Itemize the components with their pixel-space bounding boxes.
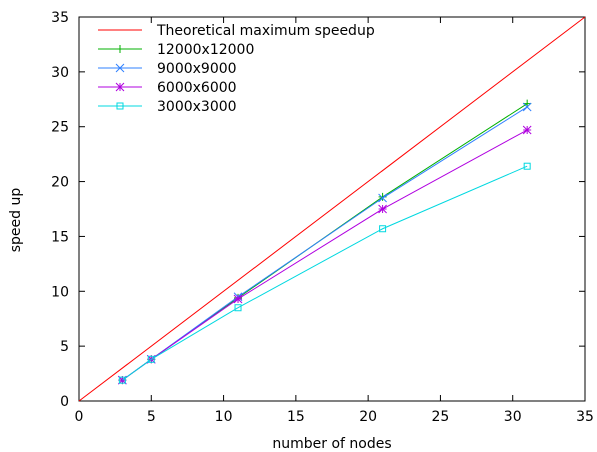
legend-label: 12000x12000 xyxy=(157,42,254,58)
series-line xyxy=(122,129,528,381)
plot-border xyxy=(78,16,586,402)
y-tick-label: 35 xyxy=(51,10,69,26)
y-tick-label: 10 xyxy=(51,284,69,300)
legend-marker xyxy=(115,63,125,73)
data-point xyxy=(233,294,243,304)
series-4 xyxy=(118,162,531,384)
x-tick-label: 20 xyxy=(359,409,377,425)
y-tick-label: 5 xyxy=(60,339,69,355)
series-0 xyxy=(78,16,586,402)
x-tick-label: 30 xyxy=(504,409,522,425)
series-line xyxy=(122,106,528,381)
axis-ticks: 0 5 10 15 20 25 30 35 0 5 10 15 20 25 30 35 xyxy=(51,10,594,425)
legend: Theoretical maximum speedup 12000x12000 90… xyxy=(98,23,375,115)
y-tick-label: 20 xyxy=(51,175,69,191)
series-layer xyxy=(78,16,586,402)
data-point xyxy=(378,204,387,214)
legend-item: 12000x12000 xyxy=(98,42,254,58)
x-tick-label: 5 xyxy=(147,409,156,425)
data-point xyxy=(234,304,242,312)
x-tick-label: 25 xyxy=(432,409,450,425)
legend-marker xyxy=(115,82,125,92)
data-point xyxy=(522,125,532,135)
y-axis-title: speed up xyxy=(8,188,24,253)
series-line xyxy=(78,16,586,402)
legend-label: 3000x3000 xyxy=(157,99,237,115)
plot-frame xyxy=(78,16,586,402)
data-point xyxy=(118,375,127,385)
legend-item: Theoretical maximum speedup xyxy=(98,23,375,39)
data-point xyxy=(523,162,531,170)
legend-marker xyxy=(116,45,124,53)
x-axis-title: number of nodes xyxy=(272,436,391,452)
x-tick-label: 15 xyxy=(287,409,305,425)
legend-item: 9000x9000 xyxy=(98,61,237,77)
legend-item: 6000x6000 xyxy=(98,80,237,96)
legend-label: 6000x6000 xyxy=(157,80,237,96)
x-tick-label: 0 xyxy=(75,409,84,425)
y-tick-label: 0 xyxy=(60,394,69,410)
data-point xyxy=(378,193,387,203)
legend-label: Theoretical maximum speedup xyxy=(156,23,375,39)
legend-item: 3000x3000 xyxy=(98,99,237,115)
data-point xyxy=(522,102,532,112)
series-1 xyxy=(118,99,532,385)
x-tick-label: 10 xyxy=(215,409,233,425)
data-point xyxy=(147,355,155,363)
x-tick-label: 35 xyxy=(576,409,594,425)
legend-marker xyxy=(116,102,124,110)
y-tick-label: 30 xyxy=(51,65,69,81)
series-3 xyxy=(118,125,532,385)
data-point xyxy=(118,376,126,384)
y-tick-label: 25 xyxy=(51,120,69,136)
data-point xyxy=(379,225,387,233)
y-tick-label: 15 xyxy=(51,229,69,245)
series-line xyxy=(122,165,528,381)
legend-label: 9000x9000 xyxy=(157,61,237,77)
